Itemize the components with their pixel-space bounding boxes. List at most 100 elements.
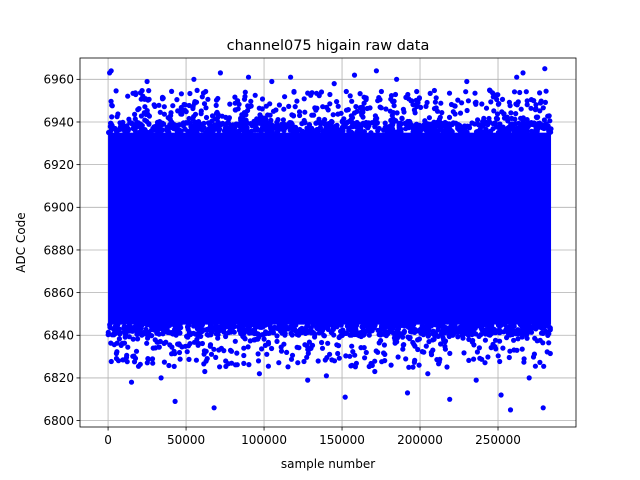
data-point	[394, 323, 400, 329]
data-point	[354, 108, 360, 114]
data-point	[464, 78, 470, 85]
data-point	[438, 100, 444, 106]
data-point	[401, 109, 407, 115]
data-point	[423, 128, 429, 134]
data-point	[540, 405, 546, 411]
data-point	[252, 127, 258, 133]
data-point	[306, 339, 312, 345]
data-point	[335, 322, 341, 328]
data-point	[248, 98, 254, 104]
data-point	[203, 105, 209, 111]
data-point	[377, 332, 384, 338]
data-point	[259, 96, 266, 102]
data-point	[446, 114, 453, 120]
data-point	[464, 129, 470, 135]
data-point	[115, 358, 122, 364]
data-point	[245, 107, 251, 114]
data-point	[253, 324, 260, 330]
data-point	[205, 96, 211, 102]
data-point	[123, 354, 130, 360]
data-point	[378, 338, 384, 344]
data-point	[108, 120, 114, 126]
x-tick-label: 0	[104, 433, 112, 447]
data-point	[206, 326, 212, 332]
data-point	[431, 87, 437, 94]
data-point	[202, 368, 208, 375]
data-point	[193, 126, 199, 132]
data-point	[248, 103, 254, 109]
data-point	[325, 340, 331, 346]
data-point	[241, 328, 247, 334]
data-point	[331, 81, 337, 87]
data-point	[194, 87, 200, 93]
data-point	[455, 97, 461, 103]
data-point	[412, 110, 418, 116]
data-point	[161, 359, 167, 365]
data-point	[497, 358, 503, 365]
data-point	[184, 120, 190, 126]
data-point	[471, 342, 477, 348]
data-point	[519, 346, 525, 352]
data-point	[459, 100, 465, 106]
data-point	[334, 342, 340, 348]
data-point	[137, 361, 143, 367]
data-point	[304, 354, 310, 360]
data-point	[511, 323, 517, 329]
data-point	[143, 129, 149, 135]
data-point	[268, 126, 274, 132]
data-point	[151, 102, 157, 108]
data-point	[206, 126, 212, 132]
data-point	[494, 111, 501, 117]
data-point	[347, 353, 353, 359]
data-point	[447, 350, 453, 356]
data-point	[528, 329, 535, 335]
data-point	[241, 345, 247, 351]
data-point	[359, 112, 365, 118]
data-point	[483, 105, 490, 111]
data-point	[233, 107, 239, 113]
data-point	[223, 333, 229, 340]
data-point	[372, 322, 378, 328]
data-point	[349, 119, 355, 126]
data-point	[373, 68, 379, 74]
data-point	[431, 322, 437, 328]
data-point	[241, 119, 247, 125]
data-point	[500, 126, 506, 132]
data-point	[378, 105, 384, 111]
data-point	[322, 357, 328, 363]
data-point	[242, 129, 249, 135]
data-point	[425, 325, 431, 331]
data-point	[409, 329, 415, 335]
data-point	[508, 110, 514, 116]
x-axis-label: sample number	[281, 457, 375, 471]
data-point	[138, 325, 144, 331]
data-point	[108, 68, 114, 74]
data-point	[112, 125, 118, 132]
data-point	[319, 339, 325, 346]
data-point	[174, 97, 180, 103]
data-point	[313, 106, 319, 112]
data-point	[442, 338, 449, 344]
data-point	[538, 98, 544, 104]
data-point	[116, 336, 122, 342]
data-point	[491, 108, 497, 114]
data-point	[368, 130, 374, 136]
data-point	[211, 405, 217, 411]
data-point	[204, 331, 210, 338]
x-tick-label: 200000	[397, 433, 443, 447]
data-point	[447, 396, 453, 402]
data-point	[145, 335, 151, 341]
data-point	[487, 88, 493, 94]
data-point	[517, 89, 523, 96]
data-point	[538, 122, 545, 128]
data-point	[276, 102, 282, 108]
data-point	[169, 344, 175, 350]
data-point	[275, 117, 281, 123]
y-tick-label: 6920	[43, 158, 74, 172]
data-point	[422, 121, 428, 127]
data-point	[282, 94, 288, 100]
data-point	[329, 119, 335, 125]
data-point	[382, 358, 388, 364]
data-point	[407, 335, 413, 341]
data-point	[213, 354, 219, 360]
